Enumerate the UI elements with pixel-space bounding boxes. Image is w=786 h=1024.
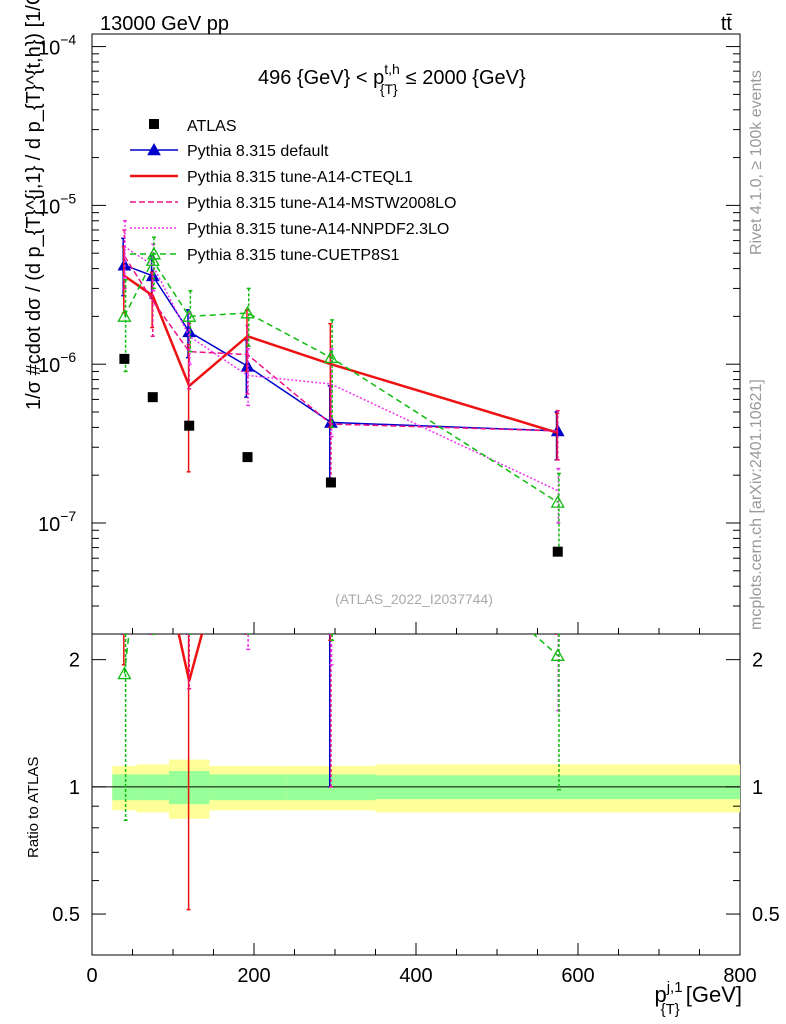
legend-label-pythia-8-315-tune-a14-nnpdf2-3lo: Pythia 8.315 tune-A14-NNPDF2.3LO — [187, 221, 449, 238]
ratio-uncertainty-bands — [92, 759, 740, 819]
legend-marker-atlas — [149, 119, 159, 129]
ratio-line-pythia-8-315-tune-cuetp8s1 — [123, 634, 559, 674]
mcplots-label: mcplots.cern.ch [arXiv:2401.10621] — [748, 379, 765, 630]
legend-label-pythia-8-315-tune-a14-mstw2008lo: Pythia 8.315 tune-A14-MSTW2008LO — [187, 195, 456, 212]
legend: ATLAS Pythia 8.315 default Pythia 8.315 tu… — [130, 118, 456, 264]
main-series-layer — [117, 220, 565, 554]
process-label: tt̄ — [721, 13, 733, 35]
y-tick-label: 10−7 — [38, 508, 76, 536]
series-marker-pythia-8-315-tune-cuetp8s1 — [145, 253, 160, 266]
axis-ticks: 0 200 400 600 800 10−4 10−5 10−6 10−7 2 2 1 1 0.5 0.5 — [38, 32, 780, 987]
series-marker-pythia-8-315-tune-cuetp8s1 — [240, 305, 255, 319]
x-axis-label: pj,1 {T}[GeV] — [654, 979, 742, 1018]
atlas-data-points — [119, 353, 563, 557]
ratio-y-axis-label: Ratio to ATLAS — [25, 757, 42, 858]
x-tick-label: 800 — [723, 965, 756, 987]
ratio-line-pythia-8-315-tune-a14-cteql1 — [177, 634, 204, 682]
y-tick-label: 10−5 — [38, 190, 76, 218]
analysis-id-watermark: (ATLAS_2022_I2037744) — [335, 591, 493, 607]
y-tick-label: 10−4 — [38, 32, 76, 60]
atlas-data-point — [119, 353, 130, 364]
ratio-series-layer — [117, 634, 565, 911]
y-tick-label: 10−6 — [38, 349, 76, 377]
legend-marker-pythia-8-315-tune-cuetp8s1 — [146, 246, 162, 260]
series-line-pythia-8-315-default — [124, 264, 558, 432]
series-line-pythia-8-315-tune-a14-mstw2008lo — [123, 255, 558, 432]
legend-marker-pythia-8-315-default — [147, 142, 161, 156]
series-marker-pythia-8-315-tune-cuetp8s1 — [550, 494, 565, 508]
ratio-y-tick-label-right: 0.5 — [752, 904, 780, 926]
ratio-y-tick-label-right: 2 — [752, 650, 763, 672]
legend-label-pythia-8-315-default: Pythia 8.315 default — [187, 143, 329, 160]
ratio-y-tick-label: 0.5 — [52, 904, 80, 926]
atlas-data-point — [184, 420, 195, 431]
ratio-marker-pythia-8-315-tune-cuetp8s1 — [550, 648, 565, 661]
ratio-y-tick-label: 2 — [69, 650, 80, 672]
series-marker-pythia-8-315-tune-cuetp8s1 — [323, 350, 339, 364]
x-tick-label: 600 — [561, 965, 594, 987]
legend-label-atlas: ATLAS — [187, 118, 237, 135]
series-line-pythia-8-315-tune-cuetp8s1 — [123, 258, 559, 503]
series-marker-pythia-8-315-tune-cuetp8s1 — [182, 309, 197, 322]
series-marker-pythia-8-315-tune-cuetp8s1 — [117, 309, 132, 322]
y-axis-label: 1/σ #cdot dσ / (d p_{T}^{j,1} / d p_{T}^… — [23, 0, 45, 410]
ratio-y-tick-label-right: 1 — [752, 777, 763, 799]
x-tick-label: 0 — [86, 965, 97, 987]
ratio-marker-pythia-8-315-tune-cuetp8s1 — [117, 666, 132, 680]
ratio-y-tick-label: 1 — [69, 777, 80, 799]
atlas-data-point — [147, 392, 158, 403]
series-line-pythia-8-315-tune-a14-cteql1 — [123, 274, 559, 434]
legend-label-pythia-8-315-tune-cuetp8s1: Pythia 8.315 tune-CUETP8S1 — [187, 247, 400, 264]
atlas-data-point — [325, 477, 336, 488]
atlas-data-point — [242, 452, 253, 463]
x-tick-label: 400 — [399, 965, 432, 987]
collision-energy-label: 13000 GeV pp — [100, 13, 229, 35]
series-line-pythia-8-315-tune-a14-nnpdf2-3lo — [123, 245, 559, 492]
x-tick-label: 200 — [237, 965, 270, 987]
atlas-data-point — [552, 546, 563, 557]
rivet-version-label: Rivet 4.1.0, ≥ 100k events — [748, 70, 765, 255]
plot-title: 496 {GeV} < pt,h {T} ≤ 2000 {GeV} — [258, 61, 526, 97]
legend-label-pythia-8-315-tune-a14-cteql1: Pythia 8.315 tune-A14-CTEQL1 — [187, 169, 413, 186]
